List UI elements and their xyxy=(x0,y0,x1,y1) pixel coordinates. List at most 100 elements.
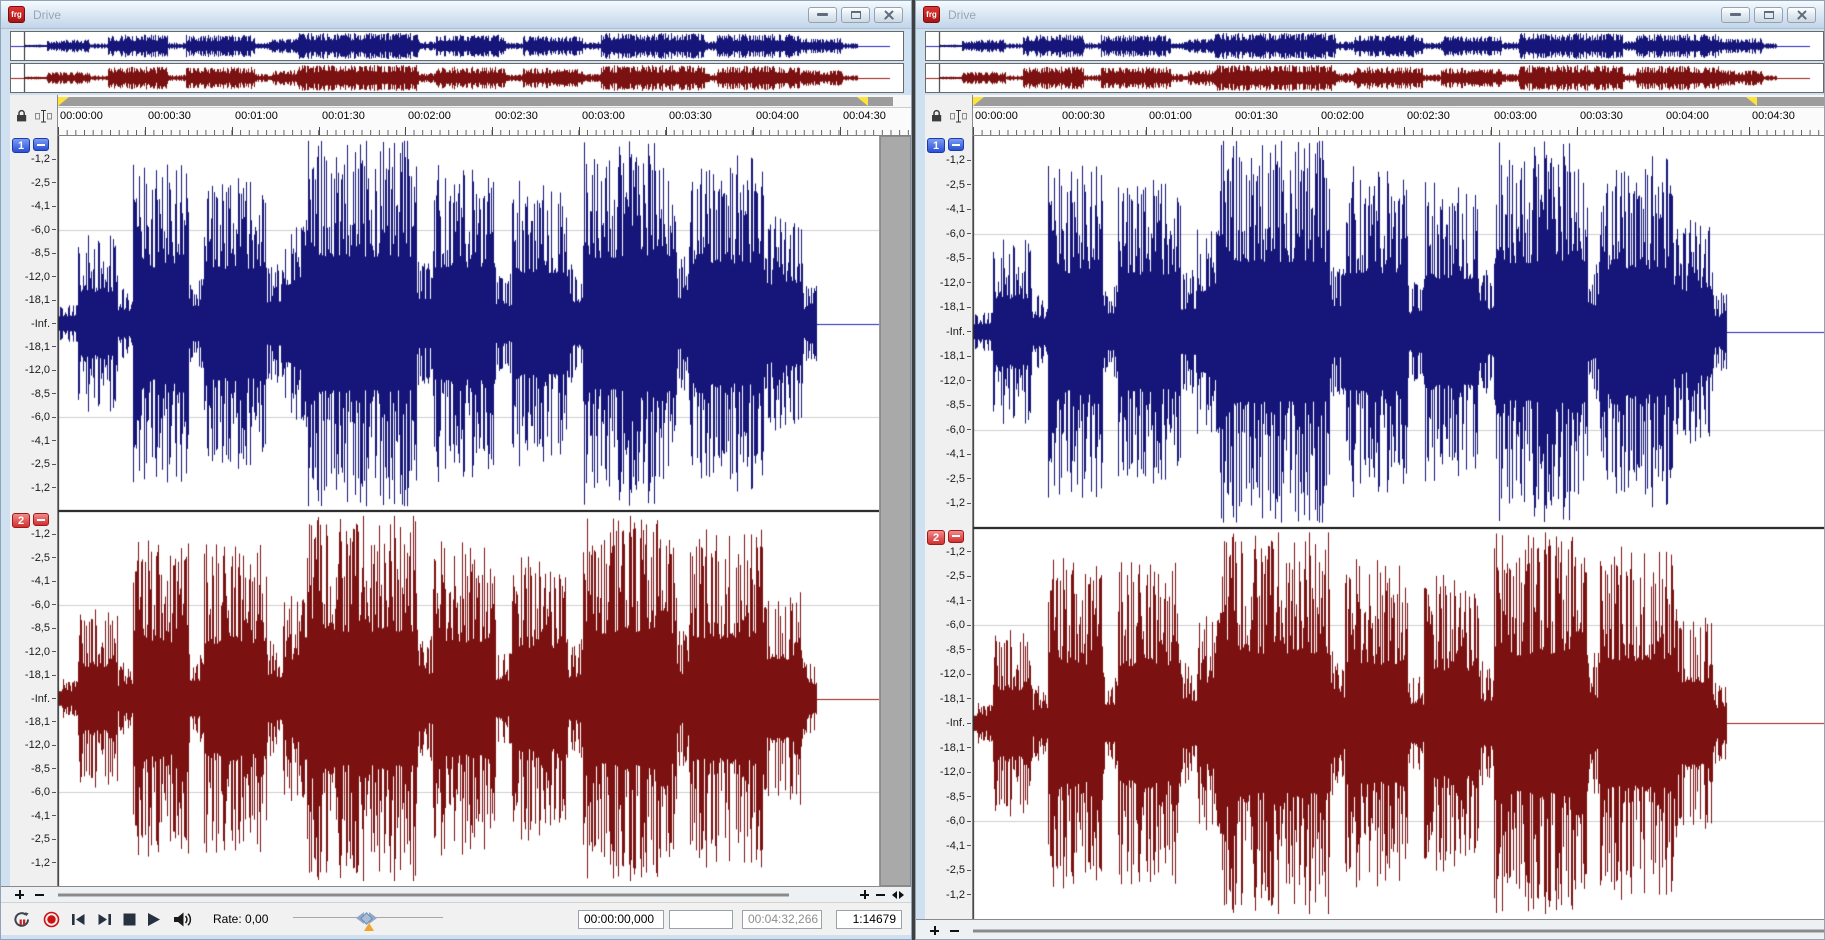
file-end-marker[interactable] xyxy=(1746,97,1757,106)
play-device-button[interactable] xyxy=(172,911,193,928)
close-button[interactable] xyxy=(1787,6,1816,23)
minimize-button[interactable] xyxy=(1721,6,1750,23)
horizontal-scrollbar-thumb[interactable] xyxy=(973,929,1824,932)
horizontal-scrollbar[interactable] xyxy=(58,887,853,902)
channel-2-scale: 2 -1,2 -2,5 -4,1 -6,0 -8,5 -12,0 -18,1 -Inf. -18… xyxy=(925,528,972,920)
overview-waveform-channel-2[interactable] xyxy=(11,64,903,92)
lock-icon[interactable] xyxy=(15,108,28,123)
zoom-in-icon[interactable] xyxy=(930,926,939,935)
overview-waveform-channel-1[interactable] xyxy=(926,32,1823,60)
horizontal-scrollbar[interactable] xyxy=(973,920,1824,939)
channel-2-minimize-button[interactable] xyxy=(33,513,49,526)
minimize-button[interactable] xyxy=(808,6,837,23)
restore-button[interactable] xyxy=(1754,6,1783,23)
titlebar[interactable]: frg Drive xyxy=(916,1,1824,29)
overview-box-channel-2 xyxy=(925,63,1824,93)
ruler-time-label: 00:02:00 xyxy=(1321,110,1364,122)
db-scale-label: -4,1 xyxy=(946,448,971,460)
db-scale-label: -4,1 xyxy=(31,200,56,212)
ruler-row: 00:00:00 00:00:30 00:01:00 00:01:30 00:02:00… xyxy=(1,95,911,136)
channel-1-minimize-button[interactable] xyxy=(33,138,49,151)
channel-2-badge[interactable]: 2 xyxy=(12,513,30,528)
go-to-start-button[interactable] xyxy=(71,913,86,926)
window-controls xyxy=(1721,6,1816,23)
file-start-marker[interactable] xyxy=(58,97,69,106)
overview-waveform-channel-2[interactable] xyxy=(926,64,1823,92)
minimize-icon xyxy=(1730,13,1741,16)
vertical-scrollbar[interactable] xyxy=(879,136,911,886)
vertical-scrollbar-thumb[interactable] xyxy=(880,136,911,886)
window-frame-bottom xyxy=(1,935,911,939)
db-scale-label: -2,5 xyxy=(946,570,971,582)
edit-cursor-icon[interactable] xyxy=(35,109,52,123)
level-scale-gutter: 1 -1,2 -2,5 -4,1 -6,0 -8,5 -12,0 -18,1 -Inf. -18… xyxy=(925,136,973,919)
ruler-time-label: 00:03:30 xyxy=(1580,110,1623,122)
waveform-display[interactable] xyxy=(58,136,879,886)
zoom-out-icon[interactable] xyxy=(35,893,44,896)
ruler-grab-bar[interactable] xyxy=(58,97,893,106)
lock-icon[interactable] xyxy=(930,108,943,123)
record-button[interactable] xyxy=(43,911,60,928)
rate-slider-handle[interactable] xyxy=(356,911,378,925)
time-zoom-arrows-icon[interactable] xyxy=(892,890,904,899)
zoom-buttons xyxy=(925,926,973,935)
overview-box-channel-1 xyxy=(925,31,1824,61)
go-to-end-button[interactable] xyxy=(97,913,112,926)
cursor-position-field[interactable]: 00:00:00,000 xyxy=(578,909,664,929)
channel-1-minimize-button[interactable] xyxy=(948,138,964,151)
waveform-display[interactable] xyxy=(973,136,1824,919)
window-controls xyxy=(808,6,903,23)
time-zoom-out-icon[interactable] xyxy=(876,893,885,896)
db-scale-label: -8,5 xyxy=(946,644,971,656)
db-scale-label: -1,2 xyxy=(31,528,56,540)
close-button[interactable] xyxy=(874,6,903,23)
ruler-grab-bar[interactable] xyxy=(973,97,1824,106)
db-scale-label: -8,5 xyxy=(31,763,56,775)
play-button[interactable] xyxy=(147,912,161,927)
file-length-field[interactable]: 00:04:32,266 xyxy=(742,909,822,929)
stop-icon xyxy=(123,913,136,925)
restore-button[interactable] xyxy=(841,6,870,23)
channel-1-badge[interactable]: 1 xyxy=(927,138,945,153)
db-scale-label: -1,2 xyxy=(946,546,971,558)
db-scale-label: -2,5 xyxy=(946,473,971,485)
stop-button[interactable] xyxy=(123,913,136,926)
close-icon xyxy=(883,9,895,20)
zoom-ratio-field[interactable]: 1:14679 xyxy=(836,909,902,929)
db-scale-label: -18,1 xyxy=(940,350,971,362)
channel-1-badge[interactable]: 1 xyxy=(12,138,30,153)
timeline-ruler[interactable]: 00:00:00 00:00:30 00:01:00 00:01:30 00:02:00… xyxy=(58,95,911,136)
db-scale-label: -8,5 xyxy=(946,399,971,411)
rate-slider[interactable] xyxy=(293,908,444,931)
record-icon xyxy=(43,911,60,927)
file-end-marker[interactable] xyxy=(857,97,868,106)
db-scale-label: -12,0 xyxy=(940,766,971,778)
db-scale-label: -8,5 xyxy=(31,622,56,634)
db-scale-label: -4,1 xyxy=(946,595,971,607)
record-remote-button[interactable] xyxy=(13,911,32,928)
db-scale-label: -6,0 xyxy=(946,424,971,436)
overview-waveform-channel-1[interactable] xyxy=(11,32,903,60)
overview-strip xyxy=(916,29,1824,95)
horizontal-scroll-row xyxy=(1,886,911,902)
window-gap xyxy=(912,0,915,940)
zoom-out-icon[interactable] xyxy=(950,929,959,932)
titlebar[interactable]: frg Drive xyxy=(1,1,911,29)
time-zoom-in-icon[interactable] xyxy=(860,890,869,899)
zoom-in-icon[interactable] xyxy=(15,890,24,899)
channel-2-minimize-button[interactable] xyxy=(948,529,964,543)
db-scale-label: -Inf. xyxy=(946,717,971,729)
horizontal-scrollbar-thumb[interactable] xyxy=(58,893,790,896)
selection-field[interactable] xyxy=(669,909,733,929)
timeline-ruler[interactable]: 00:00:00 00:00:30 00:01:00 00:01:30 00:02:00… xyxy=(973,95,1824,136)
ruler-time-label: 00:01:00 xyxy=(1149,110,1192,122)
close-icon xyxy=(1796,9,1808,20)
speaker-icon xyxy=(174,912,192,926)
channel-2-badge[interactable]: 2 xyxy=(927,529,945,545)
ruler-time-label: 00:00:30 xyxy=(148,110,191,122)
file-start-marker[interactable] xyxy=(973,97,984,106)
db-scale-label: -2,5 xyxy=(946,864,971,876)
db-scale-label: -2,5 xyxy=(946,179,971,191)
db-scale-label: -4,1 xyxy=(31,575,56,587)
edit-cursor-icon[interactable] xyxy=(950,109,967,123)
